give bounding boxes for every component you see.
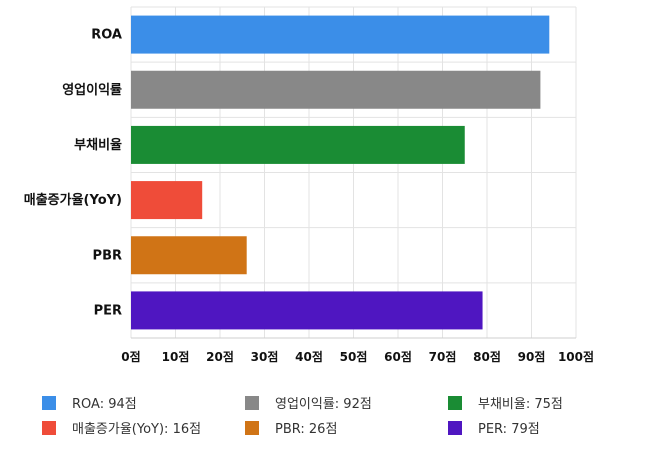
legend-swatch bbox=[448, 421, 462, 435]
legend-label: 영업이익률: 92점 bbox=[275, 397, 372, 412]
legend-item: ROA: 94점 bbox=[42, 396, 137, 412]
bars bbox=[131, 15, 550, 330]
x-tick-labels: 0점 10점 20점 30점 40점 50점 60점 70점 80점 90점 100점 bbox=[121, 349, 594, 364]
legend-label: ROA: 94점 bbox=[72, 397, 137, 412]
x-tick-label: 60점 bbox=[384, 349, 412, 364]
x-tick-label: 30점 bbox=[251, 349, 279, 364]
legend-swatch bbox=[245, 421, 259, 435]
legend-item: PBR: 26점 bbox=[245, 421, 337, 437]
legend-label: PER: 79점 bbox=[478, 422, 540, 437]
category-label: ROA bbox=[91, 28, 122, 43]
x-tick-label: 50점 bbox=[340, 349, 368, 364]
category-label: PBR bbox=[93, 248, 122, 263]
legend-swatch bbox=[42, 421, 56, 435]
bar bbox=[131, 291, 483, 330]
bar bbox=[131, 181, 203, 220]
x-tick-label: 100점 bbox=[558, 349, 594, 364]
legend-item: 영업이익률: 92점 bbox=[245, 396, 372, 412]
legend-item: 매출증가율(YoY): 16점 bbox=[42, 421, 201, 437]
legend-swatch bbox=[448, 396, 462, 410]
legend-label: 매출증가율(YoY): 16점 bbox=[72, 422, 201, 437]
category-label: PER bbox=[94, 303, 122, 318]
legend-item: 부채비율: 75점 bbox=[448, 396, 563, 412]
x-tick-label: 70점 bbox=[429, 349, 457, 364]
x-tick-label: 90점 bbox=[518, 349, 546, 364]
grid-lines bbox=[130, 6, 577, 339]
bar bbox=[131, 236, 247, 275]
legend-label: 부채비율: 75점 bbox=[478, 397, 563, 412]
bar bbox=[131, 125, 465, 164]
x-tick-label: 0점 bbox=[121, 349, 140, 364]
x-tick-label: 40점 bbox=[295, 349, 323, 364]
bar bbox=[131, 15, 550, 54]
legend-label: PBR: 26점 bbox=[275, 422, 337, 437]
legend-swatch bbox=[42, 396, 56, 410]
x-tick-label: 20점 bbox=[206, 349, 234, 364]
bar bbox=[131, 70, 541, 109]
x-tick-label: 10점 bbox=[162, 349, 190, 364]
category-label: 부채비율 bbox=[74, 137, 122, 153]
legend-swatch bbox=[245, 396, 259, 410]
x-tick-label: 80점 bbox=[473, 349, 501, 364]
category-label: 영업이익률 bbox=[62, 82, 122, 98]
legend-item: PER: 79점 bbox=[448, 421, 540, 437]
category-label: 매출증가율(YoY) bbox=[24, 192, 122, 208]
